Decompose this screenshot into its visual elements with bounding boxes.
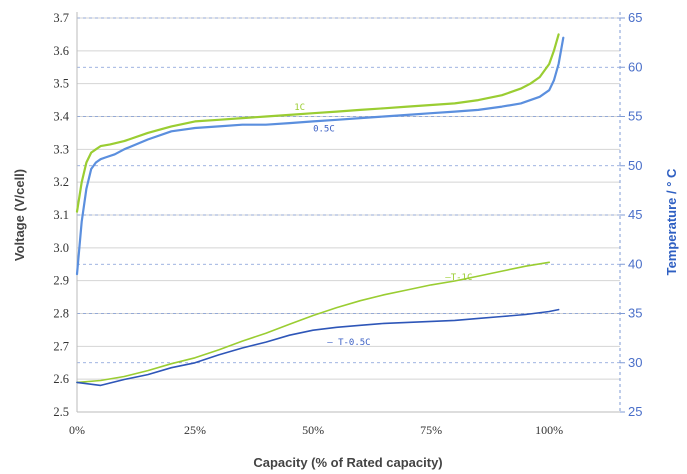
- y2-tick-label: 55: [628, 109, 642, 124]
- y-ticks-left: 2.5 2.6 2.7 2.8 2.9 3.0 3.1 3.2 3.3 3.4 3.5 3.6 3.7: [53, 11, 69, 419]
- y2-axis-label: Temperature / ° C: [664, 168, 679, 275]
- series-line-1: [75, 36, 565, 276]
- y-tick-label: 2.9: [53, 274, 69, 288]
- y2-tick-label: 30: [628, 355, 642, 370]
- series-annotation: 0.5C: [313, 124, 335, 134]
- y2-tick-label: 50: [628, 158, 642, 173]
- series-line-0: [75, 33, 560, 213]
- x-tick-label: 50%: [302, 423, 324, 437]
- x-tick-label: 100%: [535, 423, 563, 437]
- y2-tick-label: 65: [628, 10, 642, 25]
- y-tick-label: 2.5: [53, 405, 69, 419]
- x-axis-label: Capacity (% of Rated capacity): [253, 455, 442, 470]
- axes: [76, 12, 621, 413]
- y2-tick-label: 45: [628, 207, 642, 222]
- series-line-2: [76, 261, 550, 384]
- y-tick-label: 2.7: [53, 339, 69, 353]
- y2-tick-label: 35: [628, 306, 642, 321]
- x-tick-label: 75%: [420, 423, 442, 437]
- y-tick-label: 3.7: [53, 11, 69, 25]
- y-tick-label: 3.0: [53, 241, 69, 255]
- x-tick-label: 25%: [184, 423, 206, 437]
- y-tick-label: 3.2: [53, 175, 69, 189]
- y2-tick-label: 25: [628, 404, 642, 419]
- series-annotation: —T-1C: [445, 273, 472, 283]
- x-tick-label: 0%: [69, 423, 85, 437]
- series-annotation: — T-0.5C: [327, 338, 370, 348]
- y-axis-label: Voltage (V/cell): [12, 169, 27, 261]
- series-annotation: 1C: [294, 103, 305, 113]
- y-tick-label: 2.6: [53, 372, 69, 386]
- annotations: 1C 0.5C —T-1C — T-0.5C: [294, 103, 472, 348]
- y2-tick-label: 60: [628, 59, 642, 74]
- series-lines: [75, 33, 565, 387]
- series-line-3: [76, 308, 560, 387]
- y2-tick-label: 40: [628, 256, 642, 271]
- x-ticks: 0% 25% 50% 75% 100%: [69, 423, 563, 437]
- y-tick-label: 2.8: [53, 307, 69, 321]
- y-tick-label: 3.3: [53, 142, 69, 156]
- y-ticks-right: 25 30 35 40 45 50 55 60 65: [620, 10, 642, 419]
- y-tick-label: 3.4: [53, 110, 69, 124]
- y-tick-label: 3.6: [53, 44, 69, 58]
- y-tick-label: 3.1: [53, 208, 69, 222]
- y-tick-label: 3.5: [53, 77, 69, 91]
